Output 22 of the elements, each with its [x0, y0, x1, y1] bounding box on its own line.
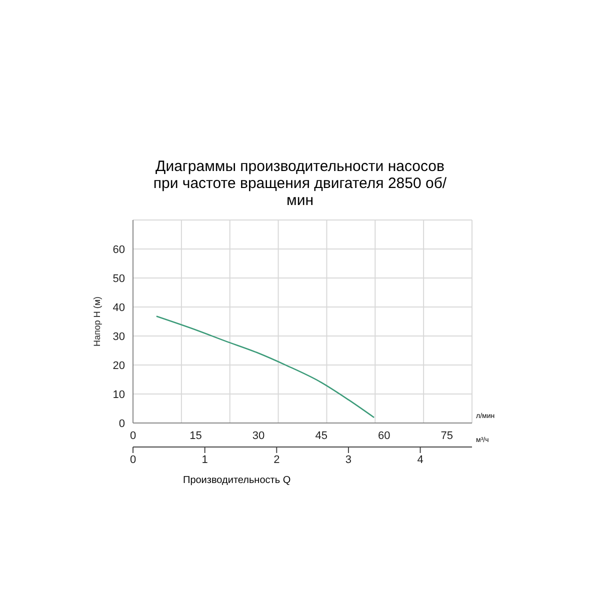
x-tick-label: 0: [130, 430, 136, 442]
y-tick-label: 60: [112, 244, 125, 256]
x-tick-label: 75: [440, 430, 454, 442]
x-tick-label: 45: [315, 430, 328, 442]
x2-tick-label: 0: [130, 454, 136, 466]
x-axis-title: Производительность Q: [183, 475, 292, 486]
x2-tick-label: 1: [202, 454, 208, 466]
x2-tick-label: 4: [417, 454, 424, 466]
y-tick-label: 0: [118, 418, 125, 430]
y-tick-label: 50: [112, 272, 125, 285]
x-tick-label: 60: [378, 430, 390, 442]
chart-title: Диаграммы производительности насосов при частоте вращения двигателя 2850 об/мин: [152, 158, 448, 209]
x2-tick-label: 3: [345, 454, 352, 466]
x-tick-label: 30: [252, 430, 265, 442]
y-tick-label: 30: [112, 330, 125, 343]
y-tick-label: 20: [112, 360, 125, 372]
line-series: [156, 316, 375, 418]
x-tick-label: 15: [190, 430, 202, 442]
x2-tick-label: 2: [274, 454, 280, 466]
y-tick-label: 40: [112, 302, 125, 314]
y-axis-title: Напор Н (м): [92, 296, 102, 347]
y-tick-label: 10: [112, 388, 125, 401]
